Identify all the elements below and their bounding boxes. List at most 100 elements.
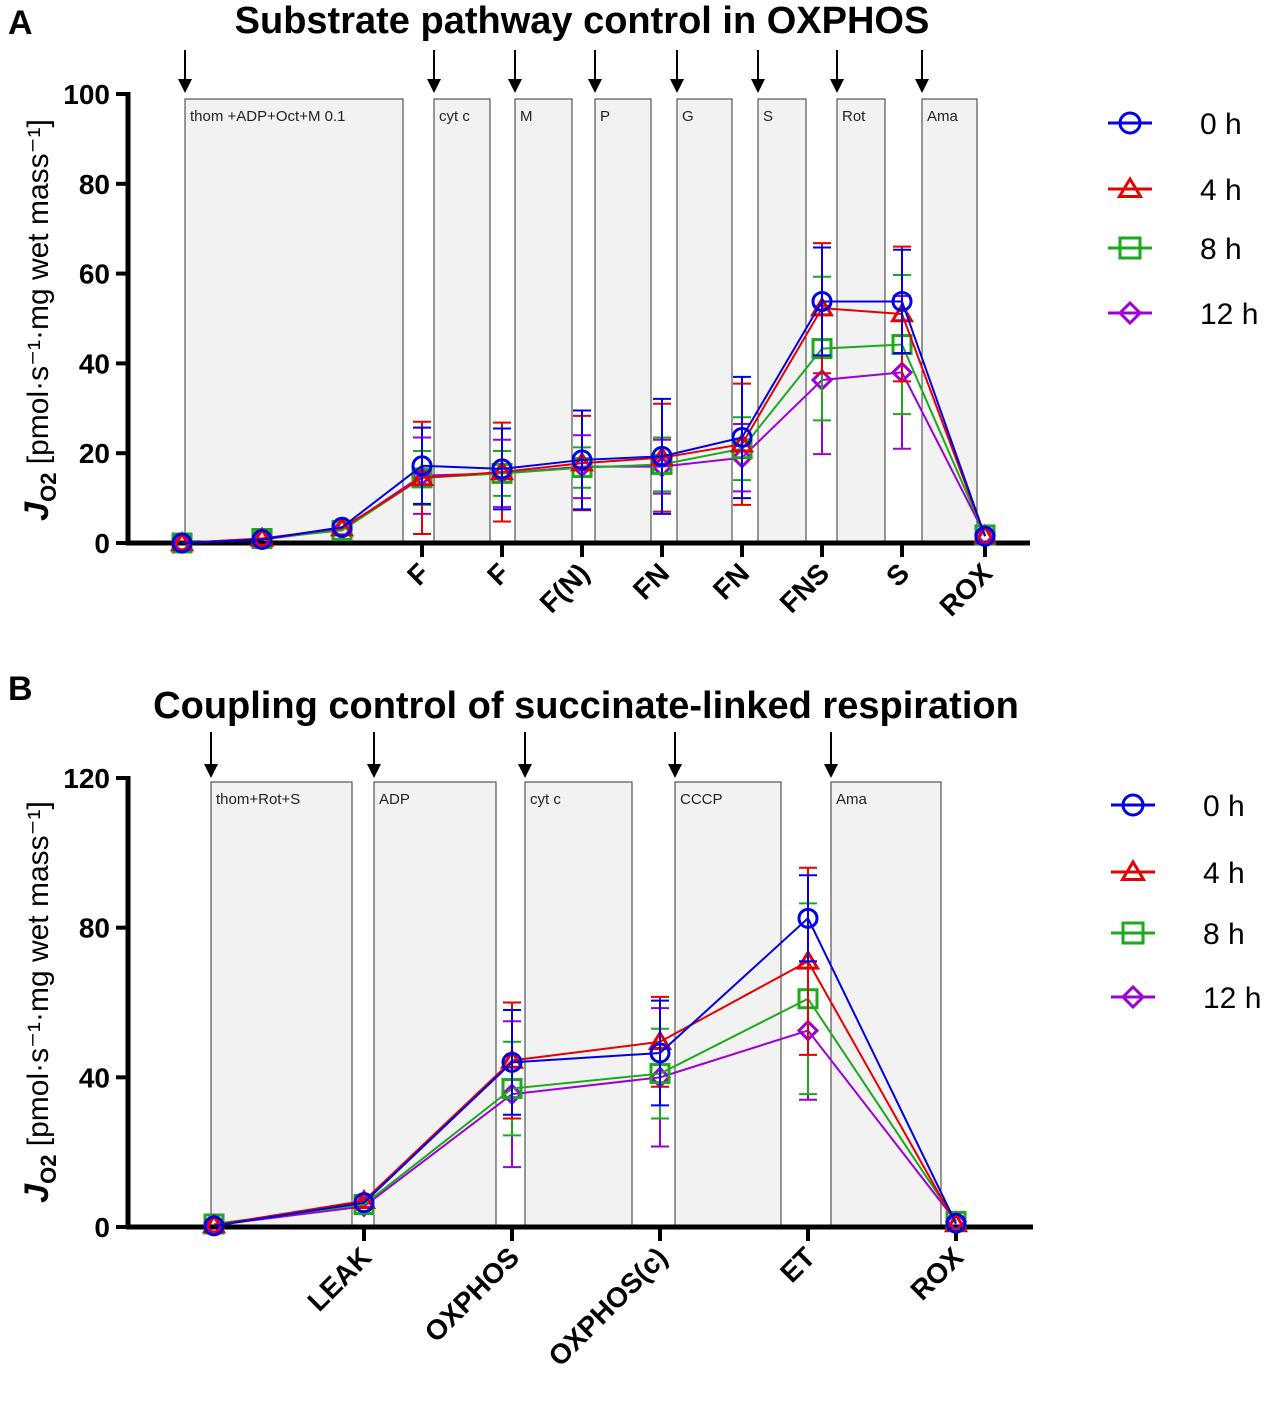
series-line — [181, 300, 986, 544]
legend-entry: 8 h — [1111, 918, 1245, 951]
legend-marker — [1118, 111, 1142, 135]
titration-arrow-head — [830, 79, 844, 93]
data-point — [203, 1215, 225, 1237]
titration-box-label: CCCP — [680, 791, 723, 808]
titration-step: cyt c — [518, 732, 633, 1228]
titration-arrow-head — [915, 79, 929, 93]
legend-marker — [1117, 300, 1143, 326]
data-point — [795, 949, 821, 970]
legend-marker — [1119, 859, 1147, 881]
x-tick-label: OXPHOS(c) — [542, 1241, 673, 1372]
titration-step: S — [751, 50, 807, 544]
data-point — [571, 449, 593, 471]
titration-arrow-head — [204, 764, 218, 778]
legend-entry: 4 h — [1111, 857, 1245, 890]
titration-step: Ama — [824, 732, 942, 1228]
legend-entry: 0 h — [1111, 790, 1245, 823]
y-tick-label: 0 — [94, 1212, 110, 1243]
titration-arrow-head — [668, 764, 682, 778]
legend-marker — [1116, 176, 1144, 198]
y-tick-label: 40 — [79, 348, 110, 379]
x-tick-label: F — [481, 557, 515, 591]
x-tick-label: ROX — [933, 557, 998, 622]
titration-box-label: ADP — [379, 791, 410, 808]
x-tick-label: S — [880, 557, 915, 592]
series-0h — [203, 874, 967, 1237]
legend-label: 8 h — [1203, 918, 1245, 951]
titration-box-label: Rot — [842, 108, 866, 125]
titration-arrow-head — [751, 79, 765, 93]
y-tick-label: 20 — [79, 438, 110, 469]
data-point — [501, 1051, 523, 1073]
legend-marker — [1121, 921, 1145, 945]
data-point — [972, 524, 998, 545]
data-point — [411, 455, 433, 477]
y-label-sub-b: O2 — [36, 1155, 61, 1184]
titration-step: thom +ADP+Oct+M 0.1 — [178, 50, 404, 544]
x-tick-label: FN — [627, 557, 675, 605]
data-point — [351, 1188, 377, 1210]
titration-arrow-head — [518, 764, 532, 778]
series-line — [213, 959, 957, 1227]
titration-step: CCCP — [668, 732, 782, 1228]
legend-label: 4 h — [1200, 174, 1242, 207]
legend-entry: 12 h — [1111, 982, 1261, 1015]
x-tick-label: ET — [774, 1241, 821, 1288]
data-point — [331, 516, 353, 538]
legend-entry: 4 h — [1108, 174, 1242, 207]
legend-a: 0 h 4 h 8 h 12 h — [1108, 108, 1258, 331]
data-point — [491, 458, 513, 480]
titration-arrow-head — [588, 79, 602, 93]
titration-box — [184, 98, 404, 544]
data-point — [651, 445, 673, 467]
legend-marker — [1120, 984, 1146, 1010]
series-0h — [171, 246, 996, 554]
legend-label: 0 h — [1200, 108, 1242, 141]
panel-b: B Coupling control of succinate-linked r… — [8, 670, 1261, 1372]
titration-boxes-a: thom +ADP+Oct+M 0.1 cyt c M P G S Rot Ama — [178, 50, 978, 544]
titration-arrow-head — [367, 764, 381, 778]
data-point — [731, 426, 753, 448]
legend-marker — [1118, 236, 1142, 260]
y-tick-label: 100 — [63, 79, 110, 110]
x-tick-label: FN — [707, 557, 755, 605]
panel-letter-b: B — [8, 670, 33, 708]
titration-box-label: cyt c — [439, 108, 470, 125]
panel-a: A Substrate pathway control in OXPHOS th… — [8, 0, 1258, 622]
titration-step: thom+Rot+S — [204, 732, 353, 1228]
data-point — [251, 528, 273, 550]
legend-label: 0 h — [1203, 790, 1245, 823]
y-label-main-b: J — [18, 1183, 56, 1203]
data-point — [891, 290, 913, 312]
titration-box-label: Ama — [927, 108, 959, 125]
titration-step: Rot — [830, 50, 886, 544]
x-tick-label: F — [401, 557, 435, 591]
data-point — [171, 532, 193, 554]
titration-step: Ama — [915, 50, 978, 544]
titration-arrow-head — [508, 79, 522, 93]
panel-b-title: Coupling control of succinate-linked res… — [153, 685, 1019, 727]
titration-box-label: P — [600, 108, 610, 125]
x-tick-label: LEAK — [301, 1241, 377, 1317]
legend-entry: 0 h — [1108, 108, 1242, 141]
titration-box — [373, 781, 497, 1228]
titration-step: G — [670, 50, 733, 544]
y-tick-label: 60 — [79, 259, 110, 290]
y-label-main-a: J — [18, 501, 56, 521]
series-a — [169, 242, 998, 555]
titration-arrow-head — [427, 79, 441, 93]
y-tick-label: 80 — [79, 169, 110, 200]
data-point — [797, 907, 819, 929]
data-point — [811, 290, 833, 312]
titration-box-label: G — [682, 108, 694, 125]
x-tick-label: OXPHOS — [419, 1241, 526, 1348]
titration-box-label: S — [763, 108, 773, 125]
titration-arrow-head — [178, 79, 192, 93]
titration-box — [921, 98, 978, 544]
y-axis-label-a: JO2 [pmol·s⁻¹·mg wet mass⁻¹] — [18, 119, 61, 521]
y-label-sub-a: O2 — [36, 473, 61, 502]
data-point — [649, 1042, 671, 1064]
y-label-rest-b: [pmol·s⁻¹·mg wet mass⁻¹] — [22, 801, 55, 1154]
y-tick-label: 80 — [79, 913, 110, 944]
